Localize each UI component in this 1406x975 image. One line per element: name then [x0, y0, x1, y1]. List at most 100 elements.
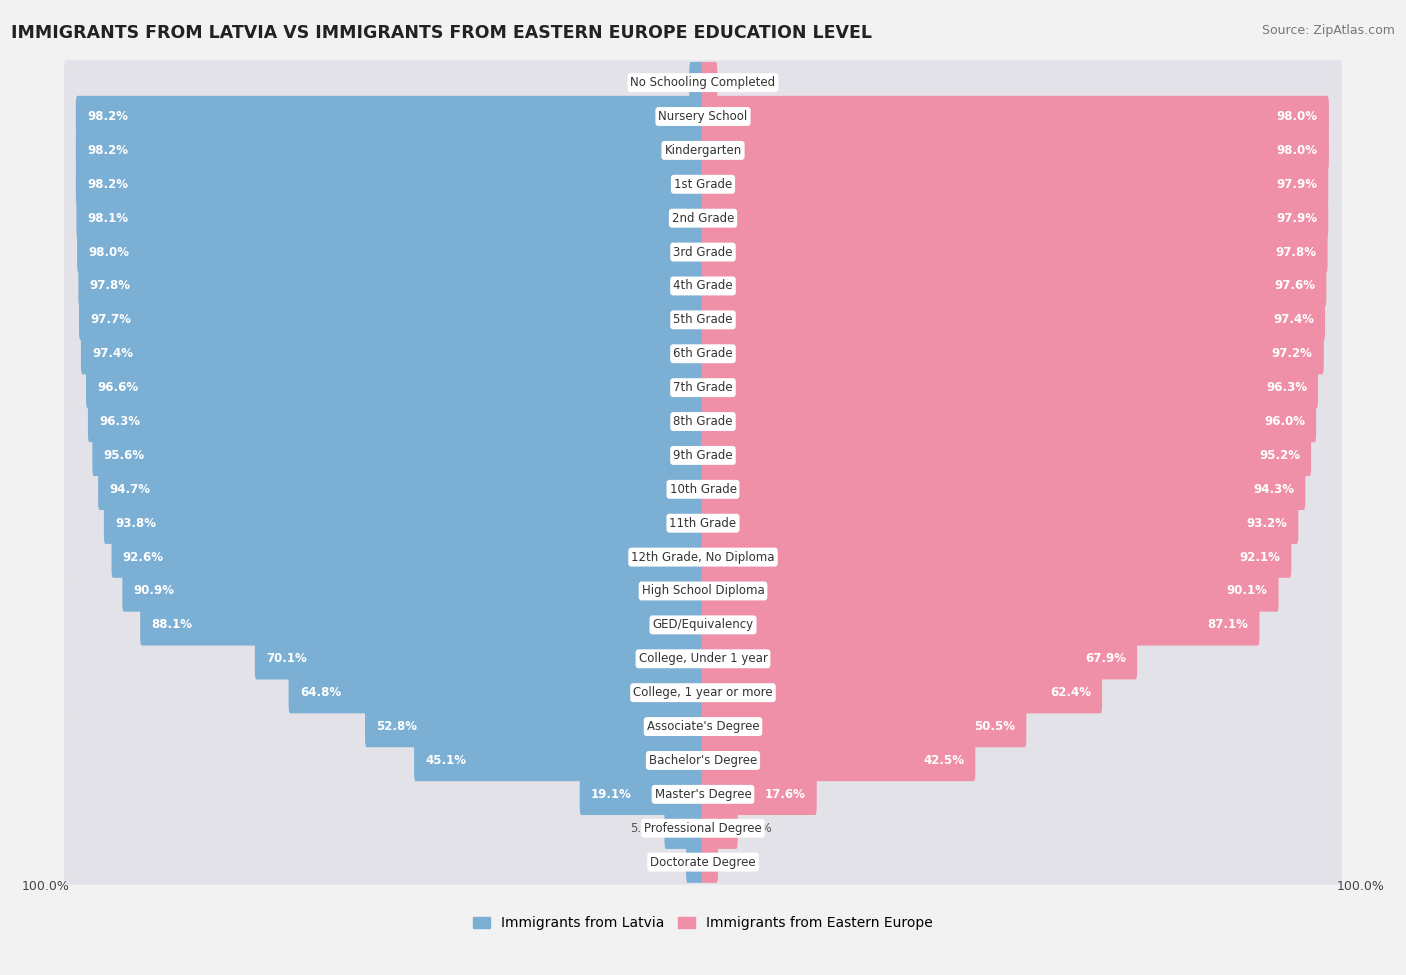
FancyBboxPatch shape	[702, 774, 817, 815]
Text: 100.0%: 100.0%	[21, 880, 69, 893]
Text: 64.8%: 64.8%	[299, 686, 340, 699]
Text: 62.4%: 62.4%	[1050, 686, 1091, 699]
FancyBboxPatch shape	[665, 807, 704, 849]
Text: 94.7%: 94.7%	[110, 483, 150, 496]
Text: 98.2%: 98.2%	[87, 144, 128, 157]
Text: 19.1%: 19.1%	[591, 788, 631, 800]
Text: 17.6%: 17.6%	[765, 788, 806, 800]
FancyBboxPatch shape	[702, 164, 1329, 205]
Text: 10th Grade: 10th Grade	[669, 483, 737, 496]
Text: 2.1%: 2.1%	[723, 856, 752, 869]
FancyBboxPatch shape	[89, 401, 704, 443]
Text: No Schooling Completed: No Schooling Completed	[630, 76, 776, 89]
FancyBboxPatch shape	[65, 839, 1341, 884]
FancyBboxPatch shape	[86, 367, 704, 409]
Text: 98.0%: 98.0%	[1277, 110, 1317, 123]
FancyBboxPatch shape	[65, 162, 1341, 207]
Text: 88.1%: 88.1%	[152, 618, 193, 632]
Text: 95.6%: 95.6%	[104, 448, 145, 462]
FancyBboxPatch shape	[702, 502, 1298, 544]
FancyBboxPatch shape	[65, 806, 1341, 850]
FancyBboxPatch shape	[702, 638, 1137, 680]
FancyBboxPatch shape	[579, 774, 704, 815]
Text: Source: ZipAtlas.com: Source: ZipAtlas.com	[1261, 24, 1395, 37]
Text: IMMIGRANTS FROM LATVIA VS IMMIGRANTS FROM EASTERN EUROPE EDUCATION LEVEL: IMMIGRANTS FROM LATVIA VS IMMIGRANTS FRO…	[11, 24, 872, 42]
Text: 90.1%: 90.1%	[1226, 584, 1267, 598]
Text: GED/Equivalency: GED/Equivalency	[652, 618, 754, 632]
FancyBboxPatch shape	[702, 401, 1316, 443]
FancyBboxPatch shape	[65, 772, 1341, 817]
Text: 67.9%: 67.9%	[1085, 652, 1126, 665]
FancyBboxPatch shape	[366, 706, 704, 747]
Text: Bachelor's Degree: Bachelor's Degree	[650, 754, 756, 767]
Text: 6th Grade: 6th Grade	[673, 347, 733, 360]
FancyBboxPatch shape	[702, 265, 1326, 306]
FancyBboxPatch shape	[686, 841, 704, 882]
Text: 96.3%: 96.3%	[98, 415, 141, 428]
Text: Associate's Degree: Associate's Degree	[647, 721, 759, 733]
FancyBboxPatch shape	[65, 399, 1341, 444]
FancyBboxPatch shape	[65, 95, 1341, 138]
FancyBboxPatch shape	[65, 467, 1341, 512]
Text: 9th Grade: 9th Grade	[673, 448, 733, 462]
FancyBboxPatch shape	[76, 130, 704, 171]
Text: College, Under 1 year: College, Under 1 year	[638, 652, 768, 665]
FancyBboxPatch shape	[702, 231, 1327, 273]
Text: College, 1 year or more: College, 1 year or more	[633, 686, 773, 699]
FancyBboxPatch shape	[65, 60, 1341, 105]
FancyBboxPatch shape	[76, 96, 704, 137]
FancyBboxPatch shape	[65, 568, 1341, 613]
Text: 98.0%: 98.0%	[89, 246, 129, 258]
Text: 11th Grade: 11th Grade	[669, 517, 737, 529]
Text: 96.0%: 96.0%	[1264, 415, 1305, 428]
Text: 97.8%: 97.8%	[90, 280, 131, 292]
FancyBboxPatch shape	[288, 672, 704, 714]
Text: 8th Grade: 8th Grade	[673, 415, 733, 428]
FancyBboxPatch shape	[65, 196, 1341, 241]
FancyBboxPatch shape	[93, 435, 704, 476]
FancyBboxPatch shape	[415, 740, 704, 781]
FancyBboxPatch shape	[702, 62, 717, 103]
Text: 5th Grade: 5th Grade	[673, 313, 733, 327]
FancyBboxPatch shape	[702, 841, 718, 882]
FancyBboxPatch shape	[702, 740, 976, 781]
Text: Kindergarten: Kindergarten	[665, 144, 741, 157]
FancyBboxPatch shape	[702, 130, 1329, 171]
FancyBboxPatch shape	[702, 604, 1260, 645]
FancyBboxPatch shape	[702, 96, 1329, 137]
FancyBboxPatch shape	[79, 265, 704, 306]
Text: 92.6%: 92.6%	[122, 551, 163, 564]
Text: Master's Degree: Master's Degree	[655, 788, 751, 800]
FancyBboxPatch shape	[98, 469, 704, 510]
Text: 87.1%: 87.1%	[1208, 618, 1249, 632]
FancyBboxPatch shape	[702, 706, 1026, 747]
FancyBboxPatch shape	[65, 366, 1341, 410]
Text: 1st Grade: 1st Grade	[673, 177, 733, 191]
FancyBboxPatch shape	[65, 704, 1341, 749]
FancyBboxPatch shape	[65, 128, 1341, 173]
Text: 2nd Grade: 2nd Grade	[672, 212, 734, 224]
FancyBboxPatch shape	[702, 570, 1278, 611]
FancyBboxPatch shape	[702, 469, 1305, 510]
Text: 52.8%: 52.8%	[377, 721, 418, 733]
Text: 98.2%: 98.2%	[87, 177, 128, 191]
Text: 7th Grade: 7th Grade	[673, 381, 733, 394]
Text: 4th Grade: 4th Grade	[673, 280, 733, 292]
Text: 2.4%: 2.4%	[651, 856, 682, 869]
Text: Nursery School: Nursery School	[658, 110, 748, 123]
FancyBboxPatch shape	[65, 603, 1341, 647]
Text: 97.6%: 97.6%	[1274, 280, 1315, 292]
Text: 97.8%: 97.8%	[1275, 246, 1316, 258]
Text: 97.4%: 97.4%	[91, 347, 134, 360]
Text: High School Diploma: High School Diploma	[641, 584, 765, 598]
Text: 50.5%: 50.5%	[974, 721, 1015, 733]
FancyBboxPatch shape	[141, 604, 704, 645]
Text: 12th Grade, No Diploma: 12th Grade, No Diploma	[631, 551, 775, 564]
FancyBboxPatch shape	[65, 297, 1341, 342]
FancyBboxPatch shape	[65, 501, 1341, 546]
Text: 5.2%: 5.2%	[742, 822, 772, 835]
FancyBboxPatch shape	[65, 637, 1341, 682]
FancyBboxPatch shape	[65, 670, 1341, 715]
Text: 98.2%: 98.2%	[87, 110, 128, 123]
Text: 90.9%: 90.9%	[134, 584, 174, 598]
